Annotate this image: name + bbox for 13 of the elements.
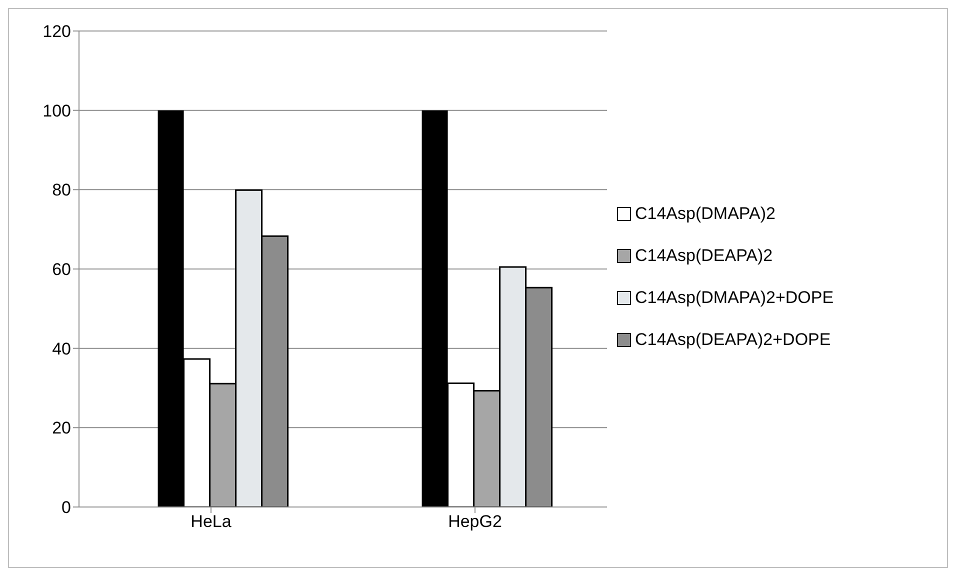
y-tick-label: 40 xyxy=(52,339,71,358)
y-tick-label: 80 xyxy=(52,180,71,200)
legend-label: C14Asp(DMAPA)2 xyxy=(635,204,776,224)
x-tick-label: HepG2 xyxy=(448,512,502,532)
legend-label: C14Asp(DEAPA)2+DOPE xyxy=(635,330,831,350)
y-tick-label: 100 xyxy=(42,101,71,120)
legend-label: C14Asp(DMAPA)2+DOPE xyxy=(635,288,834,308)
y-tick-label: 0 xyxy=(62,498,71,518)
x-tick-label: HeLa xyxy=(190,512,232,532)
y-tick-label: 120 xyxy=(42,22,71,42)
y-tick-label: 20 xyxy=(52,418,71,438)
y-tick-label: 60 xyxy=(52,260,71,280)
legend-label: C14Asp(DEAPA)2 xyxy=(635,246,773,266)
